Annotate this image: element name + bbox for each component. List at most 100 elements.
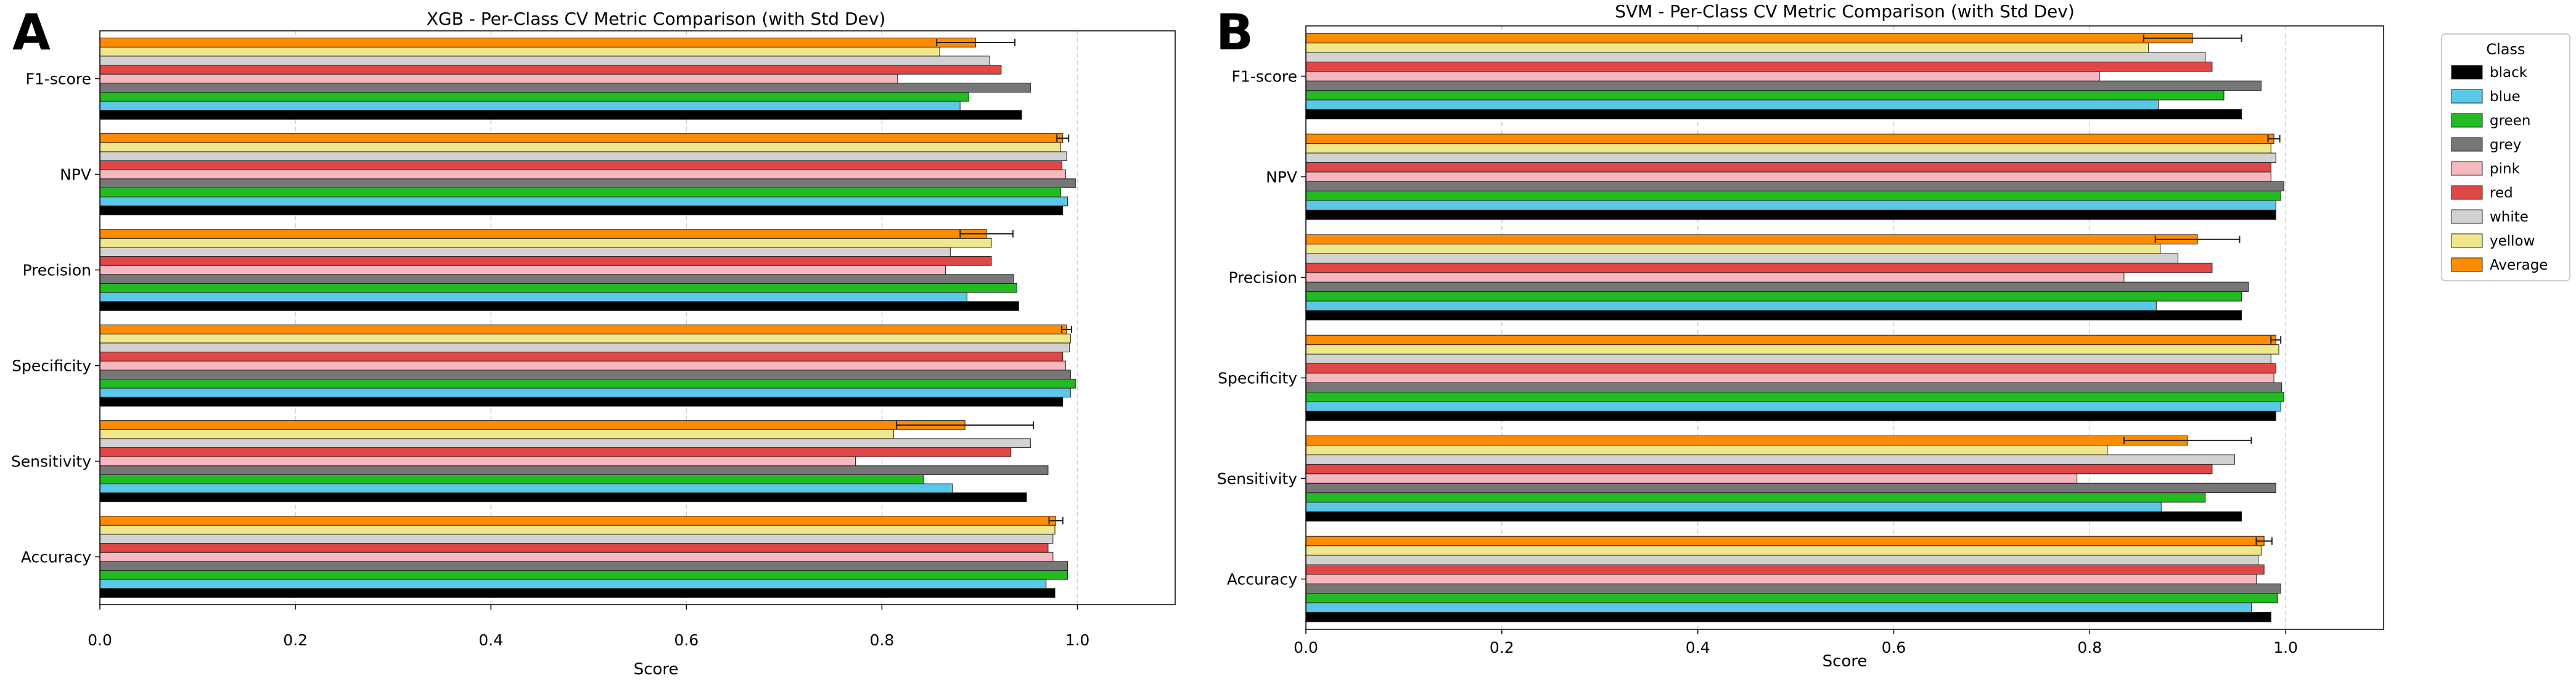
legend-swatch-black (2451, 65, 2483, 80)
bar-green-specificity (1305, 392, 2284, 402)
bar-grey-npv (99, 178, 1076, 188)
bar-grey-f1-score (99, 83, 1031, 93)
bar-green-specificity (99, 378, 1076, 389)
y-tick-label-specificity: Specificity (1218, 370, 1297, 387)
bar-yellow-f1-score (1305, 43, 2149, 53)
legend-swatch-blue (2451, 89, 2483, 104)
bar-blue-npv (99, 196, 1069, 207)
legend-label-black: black (2490, 65, 2528, 81)
bar-average-sensitivity (99, 420, 966, 430)
bar-green-f1-score (99, 91, 969, 102)
bar-average-f1-score (99, 38, 977, 48)
bar-pink-precision (99, 265, 946, 275)
bar-red-precision (99, 256, 992, 266)
legend-swatch-green (2451, 113, 2483, 128)
bar-yellow-specificity (99, 333, 1071, 344)
y-tick-label-sensitivity: Sensitivity (1217, 470, 1297, 488)
bar-blue-npv (1305, 200, 2276, 210)
legend-label-white: white (2490, 209, 2529, 225)
bar-grey-precision (1305, 281, 2249, 292)
bar-average-precision (99, 229, 987, 239)
legend-label-grey: grey (2490, 137, 2521, 153)
bar-yellow-specificity (1305, 344, 2279, 355)
bar-yellow-sensitivity (99, 429, 894, 439)
bar-green-precision (99, 283, 1017, 293)
bar-red-specificity (99, 352, 1064, 362)
legend-title: Class (2486, 41, 2525, 58)
bar-white-npv (1305, 152, 2276, 163)
x-tick-label: 0.4 (478, 631, 503, 649)
bar-pink-npv (1305, 172, 2271, 182)
bar-yellow-accuracy (99, 524, 1056, 535)
panel-letter-b: B (1216, 4, 1253, 61)
bar-red-accuracy (99, 543, 1049, 553)
legend-label-red: red (2490, 185, 2513, 201)
bar-black-npv (1305, 209, 2276, 220)
bar-average-specificity (1305, 334, 2276, 346)
bar-red-npv (99, 160, 1062, 170)
bar-yellow-npv (1305, 143, 2271, 154)
legend-label-pink: pink (2490, 161, 2521, 177)
bar-average-accuracy (1305, 536, 2265, 547)
bar-average-npv (99, 133, 1064, 143)
bar-red-sensitivity (1305, 463, 2213, 474)
bar-red-sensitivity (99, 447, 1012, 457)
bar-white-f1-score (1305, 52, 2206, 62)
bar-yellow-f1-score (99, 46, 940, 57)
legend-label-green: green (2490, 113, 2530, 129)
bar-green-precision (1305, 291, 2242, 302)
bar-average-precision (1305, 234, 2198, 245)
panel-letter-a: A (12, 4, 51, 61)
bar-green-sensitivity (1305, 492, 2206, 503)
legend-swatch-yellow (2451, 233, 2483, 248)
legend-swatch-average (2451, 257, 2483, 272)
bar-white-specificity (1305, 354, 2271, 364)
bar-green-f1-score (1305, 90, 2225, 101)
y-tick-label-specificity: Specificity (12, 357, 91, 375)
bar-grey-accuracy (99, 561, 1069, 571)
axes-frame (1305, 25, 2384, 630)
bar-black-f1-score (99, 110, 1022, 120)
bar-white-specificity (99, 342, 1070, 353)
bar-yellow-npv (99, 142, 1062, 152)
bar-blue-sensitivity (99, 483, 953, 494)
x-tick-label: 0.0 (1294, 639, 1318, 656)
y-tick-label-sensitivity: Sensitivity (11, 453, 91, 471)
y-tick-label-accuracy: Accuracy (1227, 571, 1297, 589)
bar-black-accuracy (1305, 611, 2271, 623)
bar-white-accuracy (1305, 555, 2259, 565)
bar-green-npv (1305, 191, 2281, 201)
bar-blue-f1-score (99, 101, 961, 111)
bar-white-npv (99, 151, 1067, 162)
panel-xgb: A XGB - Per-Class CV Metric Comparison (… (11, 4, 1176, 679)
y-tick-label-npv: NPV (60, 166, 91, 184)
bar-white-f1-score (99, 56, 990, 66)
bar-black-precision (1305, 310, 2242, 321)
x-tick-label: 0.2 (1490, 639, 1514, 656)
bar-blue-accuracy (99, 579, 1047, 589)
x-tick-label: 0.6 (674, 631, 699, 649)
bar-pink-sensitivity (99, 456, 856, 466)
x-tick-label: 0.0 (88, 631, 112, 649)
panel-title-svm: SVM - Per-Class CV Metric Comparison (wi… (1615, 1, 2075, 22)
x-tick-label: 0.8 (2077, 639, 2102, 656)
bar-yellow-precision (1305, 244, 2161, 254)
bar-pink-precision (1305, 272, 2125, 283)
bar-grey-npv (1305, 181, 2284, 192)
bar-grey-precision (99, 274, 1014, 284)
bar-blue-accuracy (1305, 602, 2252, 613)
bar-black-accuracy (99, 588, 1056, 598)
x-tick-label: 0.6 (1882, 639, 1906, 656)
legend-swatch-grey (2451, 137, 2483, 152)
x-tick-label: 0.4 (1686, 639, 1710, 656)
bar-blue-f1-score (1305, 99, 2159, 110)
bar-white-sensitivity (1305, 454, 2235, 465)
bar-black-specificity (1305, 410, 2276, 421)
bar-green-npv (99, 187, 1062, 197)
bar-yellow-precision (99, 238, 992, 248)
bar-pink-npv (99, 169, 1066, 180)
bar-black-sensitivity (99, 492, 1027, 502)
bar-red-specificity (1305, 363, 2276, 374)
